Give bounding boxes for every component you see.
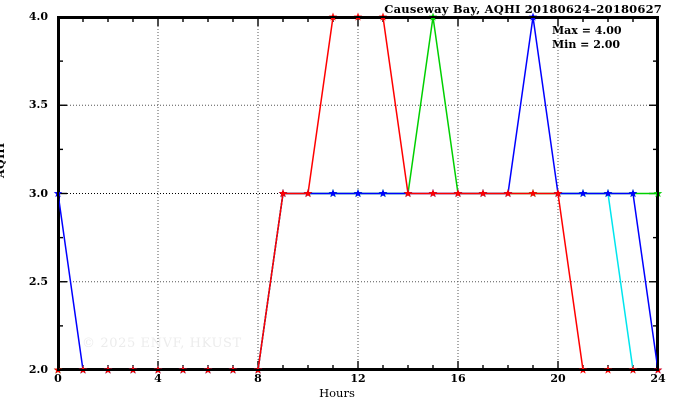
data-point-marker [578, 189, 588, 198]
x-tick-label: 16 [450, 372, 466, 385]
data-point-marker [503, 189, 513, 198]
x-tick-label: 0 [54, 372, 62, 385]
data-point-marker [478, 189, 488, 198]
data-point-marker [328, 189, 338, 198]
data-point-marker [403, 189, 413, 198]
y-tick-label: 2.0 [28, 363, 48, 376]
data-point-marker [453, 189, 463, 198]
y-tick-label: 4.0 [28, 10, 48, 23]
x-tick-label: 4 [154, 372, 162, 385]
y-tick-label: 2.5 [28, 274, 48, 288]
max-value-text: Max = 4.00 [552, 24, 622, 37]
y-tick-label: 3.0 [28, 186, 48, 200]
y-tick-label: 3.5 [28, 98, 48, 112]
data-point-marker [428, 189, 438, 198]
data-point-marker [528, 189, 538, 198]
data-point-marker [303, 189, 313, 198]
x-tick-label: 12 [350, 372, 366, 385]
x-tick-label: 8 [254, 372, 262, 385]
data-point-marker [603, 189, 613, 198]
chart-title: Causeway Bay, AQHI 20180624–20180627 [384, 2, 662, 16]
min-value-text: Min = 2.00 [552, 38, 621, 51]
x-tick-label: 20 [550, 372, 566, 385]
data-point-marker [628, 189, 638, 198]
stats-annotation: Max = 4.00 Min = 2.00 [552, 24, 622, 52]
data-point-marker [353, 189, 363, 198]
x-axis-label: Hours [319, 386, 355, 400]
data-point-marker [378, 189, 388, 198]
data-point-marker [278, 189, 288, 198]
y-axis-label: AQHI [0, 142, 7, 178]
plot-border [57, 16, 659, 371]
data-point-marker [553, 189, 563, 198]
x-tick-label: 24 [650, 372, 666, 385]
